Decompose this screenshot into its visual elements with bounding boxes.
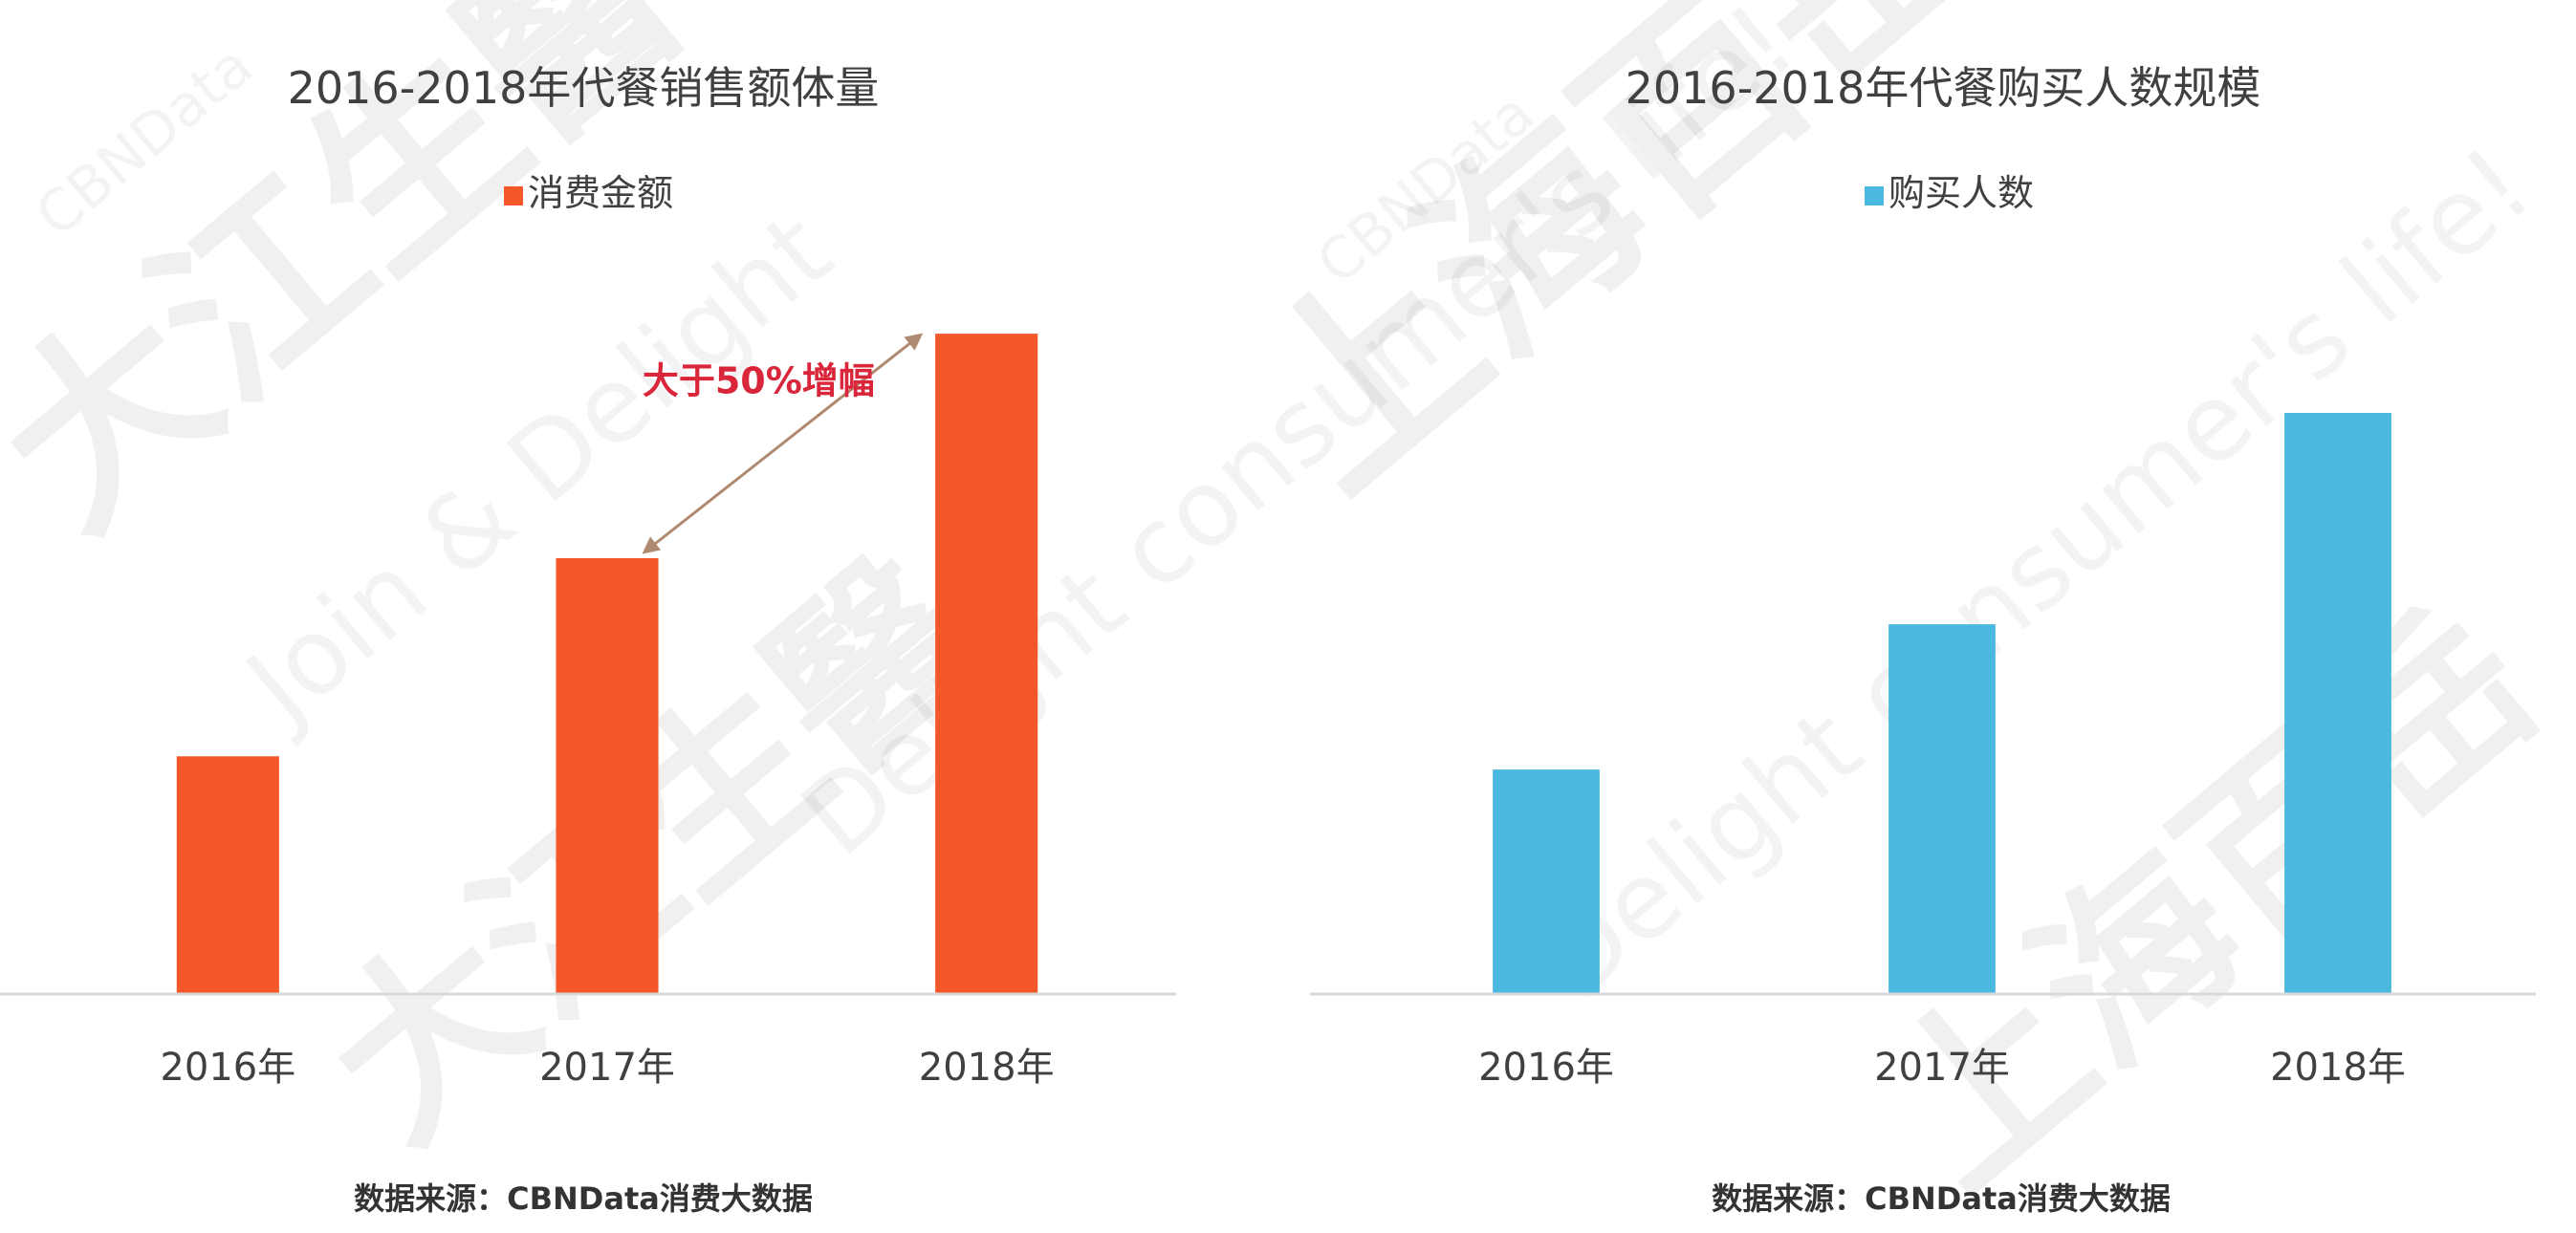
bar-2018年 [935,334,1038,994]
source-note: 数据来源：CBNData消费大数据 [1712,1180,2171,1217]
chart-title: 2016-2018年代餐购买人数规模 [1626,62,2261,114]
x-tick-label: 2018年 [2270,1046,2406,1090]
sales-chart: 2016-2018年代餐销售额体量 消费金额 2016年 2017年 2018年 大… [0,62,1176,1217]
x-tick-labels: 2016年 2017年 2018年 [160,1046,1054,1090]
bar-2018年 [2284,413,2391,994]
legend: 购买人数 [1865,172,2034,214]
x-tick-label: 2017年 [1874,1046,2010,1090]
chart-title: 2016-2018年代餐销售额体量 [288,62,880,114]
growth-arrow [642,333,924,554]
legend-label: 消费金额 [528,172,673,214]
x-tick-label: 2018年 [919,1046,1055,1090]
bar-2016年 [176,756,279,994]
bar-series [1493,413,2391,994]
bar-2016年 [1493,769,1600,994]
legend-label: 购买人数 [1888,172,2034,214]
growth-annotation: 大于50%增幅 [642,333,924,554]
x-tick-label: 2016年 [1478,1046,1614,1090]
x-tick-label: 2016年 [160,1046,295,1090]
legend-swatch [504,186,523,206]
source-note: 数据来源：CBNData消费大数据 [354,1180,813,1217]
bar-2017年 [556,558,659,994]
legend-swatch [1865,186,1884,206]
bar-2017年 [1888,624,1996,994]
buyers-chart: 2016-2018年代餐购买人数规模 购买人数 2016年 2017年 2018年 … [1310,62,2536,1217]
annotation-label: 大于50%增幅 [643,360,875,402]
legend: 消费金额 [504,172,673,214]
watermark-text: Delight consumer's life! [778,0,1817,879]
bar-series [176,334,1038,994]
x-tick-label: 2017年 [539,1046,675,1090]
x-tick-labels: 2016年 2017年 2018年 [1478,1046,2406,1090]
